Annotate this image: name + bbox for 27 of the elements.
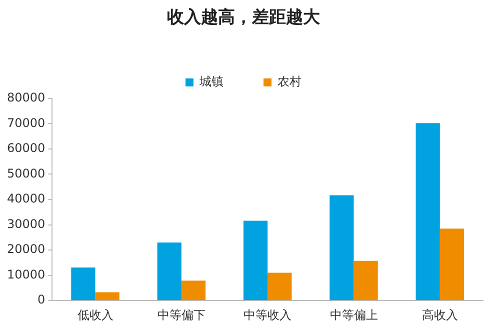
x-tick-label: 中等偏下 [157, 308, 206, 322]
chart-title: 收入越高，差距越大 [167, 8, 321, 28]
y-tick-label: 40000 [6, 192, 46, 206]
bar [243, 220, 268, 300]
bar [95, 292, 120, 300]
bar [181, 280, 206, 300]
y-tick-label: 10000 [6, 267, 46, 282]
y-tick-label: 20000 [6, 242, 46, 256]
bar [330, 195, 354, 300]
x-tick-label: 高收入 [422, 308, 458, 322]
x-tick-label: 低收入 [77, 308, 114, 322]
x-tick-label: 中等收入 [244, 308, 292, 322]
y-tick-label: 80000 [6, 90, 46, 105]
y-tick-label: 60000 [6, 141, 46, 156]
y-tick-label: 0 [38, 292, 46, 307]
bar [416, 123, 440, 300]
bar [440, 228, 464, 300]
y-tick-label: 30000 [6, 216, 46, 231]
legend-label: 农村 [278, 74, 302, 89]
bar [157, 242, 182, 300]
y-tick-label: 50000 [6, 166, 46, 180]
legend-label: 城镇 [198, 74, 224, 89]
bar [268, 272, 292, 300]
bar [71, 267, 96, 300]
x-tick-label: 中等偏上 [330, 308, 378, 322]
bar [354, 260, 378, 300]
y-tick-label: 70000 [6, 116, 46, 130]
